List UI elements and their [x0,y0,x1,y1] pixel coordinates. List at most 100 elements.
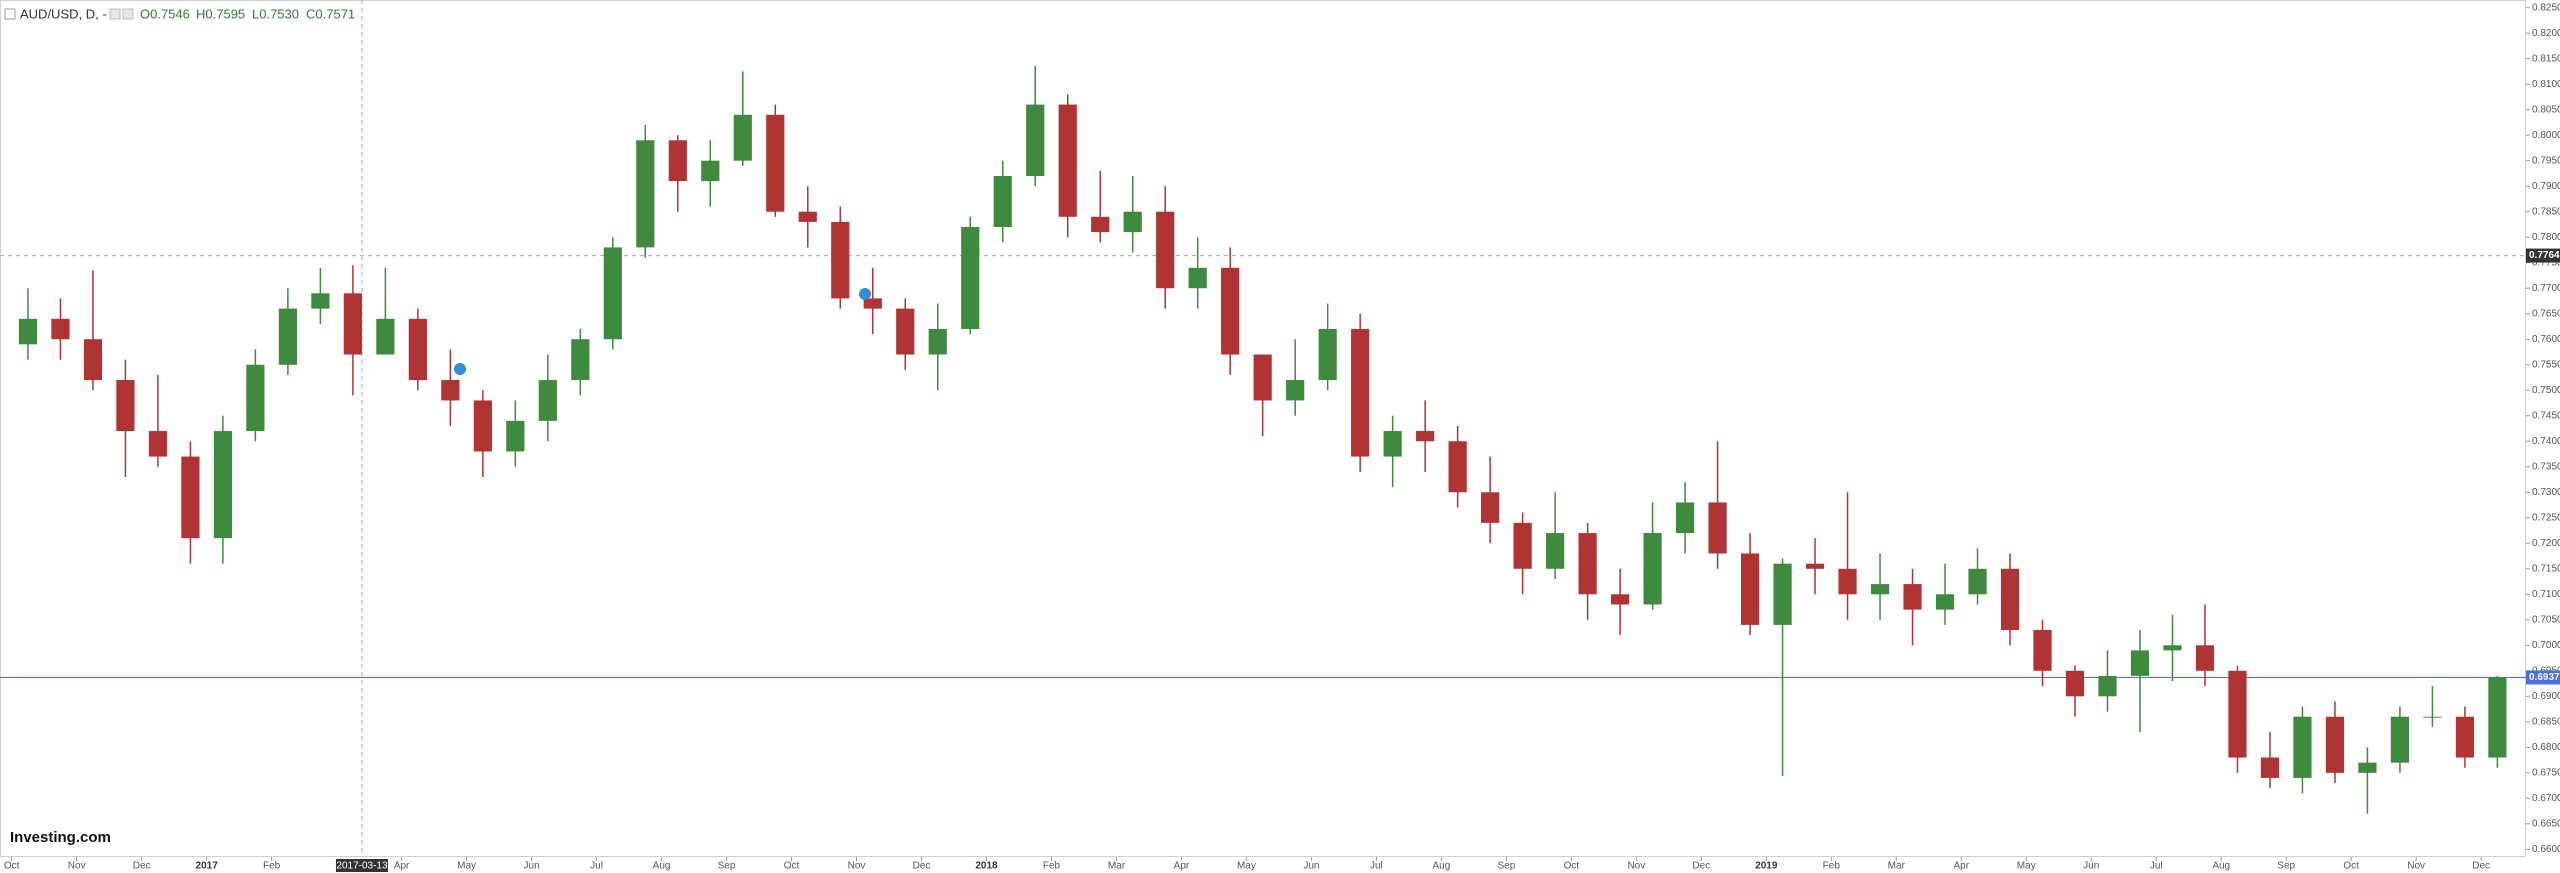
x-tick-label: Feb [1043,861,1061,872]
collapse-icon[interactable] [4,8,16,20]
candle-body [1351,329,1370,457]
ohlc-low: L0.7530 [252,6,299,21]
x-tick-label: Feb [263,861,281,872]
x-tick-label: Oct [1564,861,1580,872]
x-tick-label: 2018 [975,861,998,872]
x-tick-label: Jun [1303,861,1319,872]
x-tick-label: Sep [1497,861,1515,872]
candle-body [1935,594,1955,610]
candle-body [311,293,330,309]
candle-body [1805,563,1825,569]
y-tick-label: 0.7500 [2532,385,2560,396]
candle-body [1708,502,1727,554]
candle-body [2293,716,2312,778]
ohlc-open: O0.7546 [140,6,190,21]
candle-body [733,114,752,161]
candle-body [1253,354,1272,401]
candle-body [2000,568,2020,630]
header: AUD/USD, D, - O0.7546 H0.7595 L0.7530 C0… [4,6,355,21]
x-tick-label: Dec [1692,861,1710,872]
candle-body [928,329,947,355]
candle-body [636,140,655,248]
candle-body [18,318,38,345]
y-tick-label: 0.8050 [2532,104,2560,115]
candle-body [603,247,622,340]
candle-body [2098,675,2117,697]
y-tick-label: 0.6850 [2532,716,2560,727]
x-tick-label: Nov [2407,861,2425,872]
candle-body [2423,716,2442,718]
candle-body [376,318,395,355]
candle-body [2195,645,2215,671]
candle-body [1156,211,1175,289]
y-tick-label: 0.6900 [2532,691,2560,702]
y-tick-label: 0.8000 [2532,130,2560,141]
candle-body [83,339,103,381]
y-tick-label: 0.7600 [2532,334,2560,345]
candle-body [863,298,882,309]
candle-body [2033,629,2052,671]
candle-body [1448,441,1467,493]
candle-body [1188,267,1207,289]
candle-body [961,227,980,330]
x-tick-label: Nov [1627,861,1645,872]
y-tick-label: 0.7300 [2532,487,2560,498]
candle-body [668,140,687,182]
x-tick-label: Mar [1888,861,1906,872]
candle-body [1740,553,1760,625]
x-tick-label: Jul [2150,861,2163,872]
candle-body [2065,670,2085,697]
x-tick-label: 2017 [196,861,219,872]
y-tick-label: 0.7050 [2532,614,2560,625]
candle-body [1481,492,1500,523]
symbol: AUD/USD, D, - [20,6,107,21]
candle-body [1968,568,1987,595]
candle-body [1513,522,1532,569]
candle-body [116,380,135,432]
candle-body [2325,716,2345,773]
candle-body [2163,645,2182,651]
candle-body [1383,431,1402,457]
ohlc-close: C0.7571 [306,6,355,21]
x-tick-label: Mar [1108,861,1126,872]
crosshair-date-label: 2017-03-13 [336,861,388,872]
close-icon[interactable] [122,8,134,20]
candle-body [1221,267,1240,355]
candle-body [831,221,850,299]
y-tick-label: 0.7550 [2532,359,2560,370]
x-tick-label: Sep [718,861,736,872]
y-tick-label: 0.7900 [2532,181,2560,192]
candle-body [473,400,492,452]
candle-body [1123,211,1142,233]
x-tick-label: Apr [1953,861,1969,872]
candle-body [278,308,297,365]
x-tick-label: Jul [1370,861,1383,872]
candle-body [571,339,590,381]
y-tick-label: 0.6750 [2532,767,2560,778]
x-tick-label: Feb [1823,861,1841,872]
event-marker[interactable] [859,288,871,300]
y-tick-label: 0.6800 [2532,742,2560,753]
candle-body [51,318,70,340]
y-tick-label: 0.8100 [2532,79,2560,90]
candle-body [2390,716,2410,763]
y-tick-label: 0.7800 [2532,232,2560,243]
ohlc-high: H0.7595 [196,6,245,21]
y-tick-label: 0.7400 [2532,436,2560,447]
x-tick-label: May [457,861,476,872]
x-tick-label: Aug [653,861,671,872]
x-tick-label: Jun [2083,861,2099,872]
y-tick-label: 0.7950 [2532,155,2560,166]
x-tick-label: 2019 [1755,861,1778,872]
candle-body [246,364,265,432]
y-tick-label: 0.8150 [2532,53,2560,64]
event-marker[interactable] [454,363,466,375]
y-tick-label: 0.6650 [2532,818,2560,829]
candle-body [1610,594,1630,605]
last-price-label: 0.6937 [2529,672,2560,683]
y-tick-label: 0.7150 [2532,563,2560,574]
candle-body [1091,216,1110,233]
settings-icon[interactable] [109,8,121,20]
candle-body [538,380,557,421]
